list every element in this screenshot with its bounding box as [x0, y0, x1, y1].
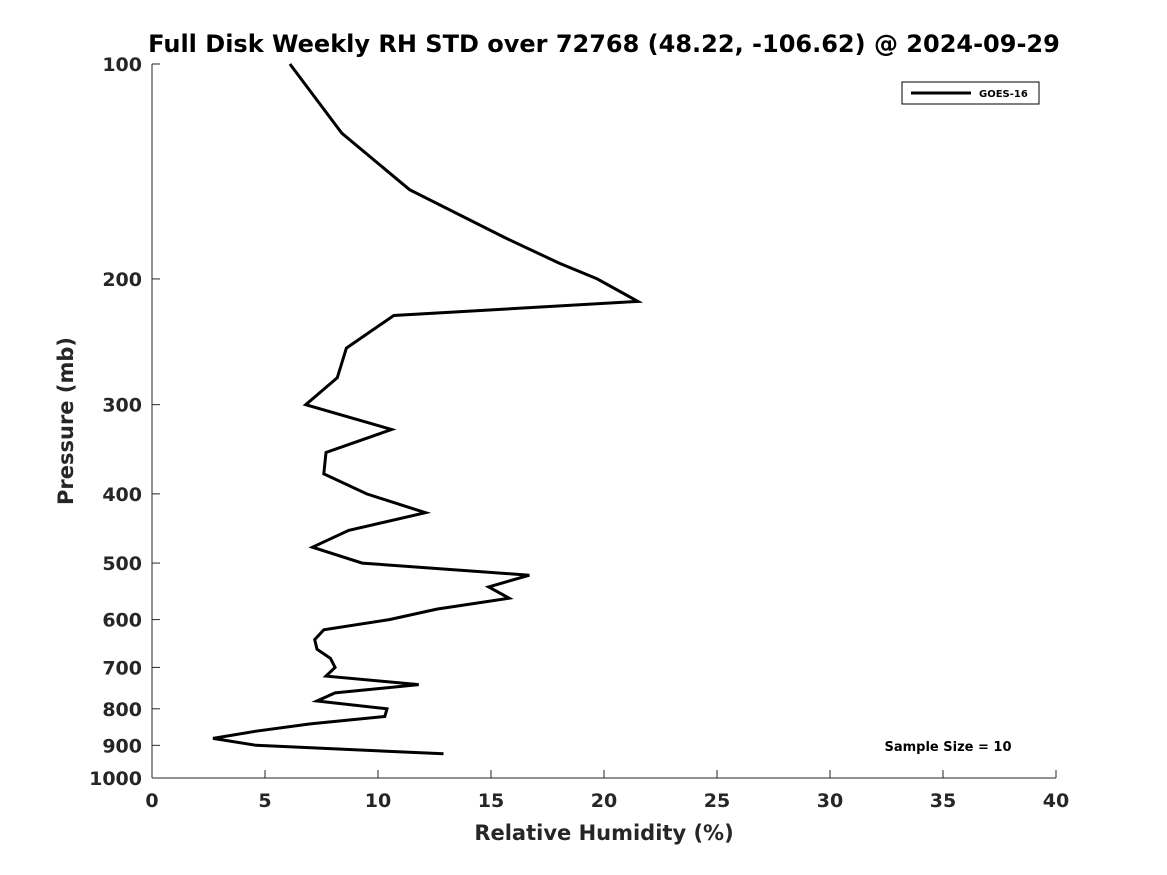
x-tick-label: 35 [930, 790, 956, 812]
y-tick-label: 600 [102, 610, 142, 632]
x-tick-label: 20 [591, 790, 617, 812]
y-axis-label: Pressure (mb) [54, 337, 78, 505]
chart-title: Full Disk Weekly RH STD over 72768 (48.2… [148, 30, 1060, 58]
legend: GOES-16 [901, 81, 1040, 105]
sample-size-annotation: Sample Size = 10 [884, 740, 1011, 755]
y-tick-label: 200 [102, 269, 142, 291]
x-tick-label: 15 [478, 790, 504, 812]
y-tick-label: 800 [102, 699, 142, 721]
x-tick-label: 0 [145, 790, 158, 812]
series-layer [212, 63, 644, 756]
y-tick-label: 300 [102, 395, 142, 417]
x-tick-label: 5 [258, 790, 271, 812]
series-line-goes-16 [212, 63, 644, 756]
y-tick-label: 100 [102, 54, 142, 76]
x-ticks: 0 5 10 15 20 25 30 35 40 [145, 770, 1069, 812]
x-tick-label: 30 [817, 790, 843, 812]
y-tick-label: 400 [102, 484, 142, 506]
y-tick-label: 900 [102, 735, 142, 757]
plot-area: 0 5 10 15 20 25 30 35 40 100 200 300 400 500 600 700 80… [89, 54, 1069, 812]
x-tick-label: 25 [704, 790, 730, 812]
y-tick-label: 500 [102, 553, 142, 575]
y-tick-label: 1000 [89, 768, 142, 790]
y-ticks: 100 200 300 400 500 600 700 800 900 1000 [89, 54, 160, 790]
x-tick-label: 40 [1043, 790, 1069, 812]
y-tick-label: 700 [102, 657, 142, 679]
x-axis-label: Relative Humidity (%) [474, 821, 733, 845]
legend-label-goes-16: GOES-16 [979, 89, 1028, 100]
x-tick-label: 10 [365, 790, 391, 812]
